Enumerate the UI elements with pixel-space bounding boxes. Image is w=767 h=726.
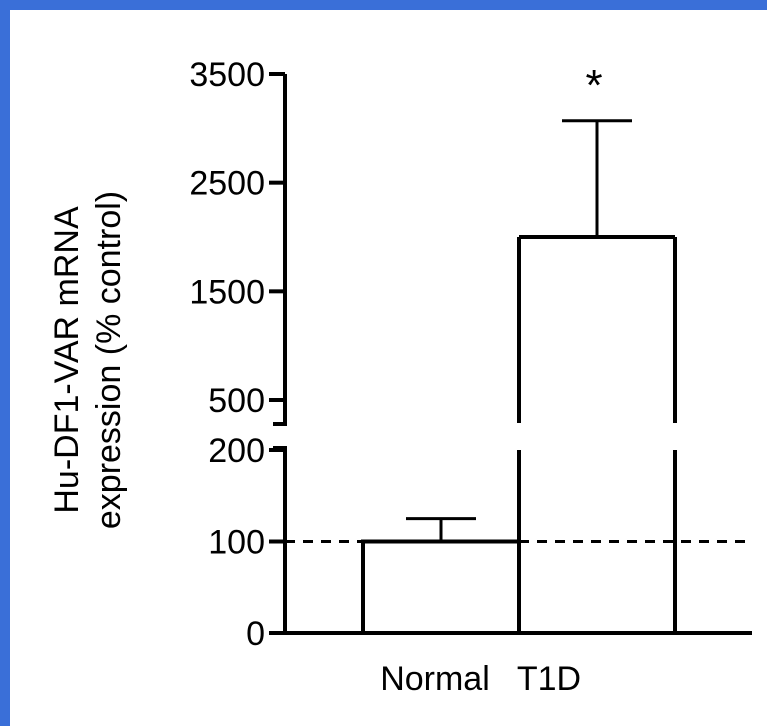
y-tick-label: 3500 bbox=[189, 56, 265, 94]
bar-normal bbox=[361, 539, 521, 635]
y-tick-label: 100 bbox=[208, 524, 265, 562]
y-axis-title-line1: Hu-DF1-VAR mRNA bbox=[48, 206, 86, 514]
x-tick-label: Normal bbox=[380, 660, 490, 698]
y-tick-label: 200 bbox=[208, 432, 265, 470]
x-tick-label: T1D bbox=[517, 660, 581, 698]
y-tick-label: 0 bbox=[246, 615, 265, 653]
y-axis-title-line2: expression (% control) bbox=[90, 191, 128, 529]
y-tick-label: 2500 bbox=[189, 165, 265, 203]
y-tick-label: 500 bbox=[208, 382, 265, 420]
significance-marker: * bbox=[585, 61, 602, 110]
y-tick-label: 1500 bbox=[189, 273, 265, 311]
